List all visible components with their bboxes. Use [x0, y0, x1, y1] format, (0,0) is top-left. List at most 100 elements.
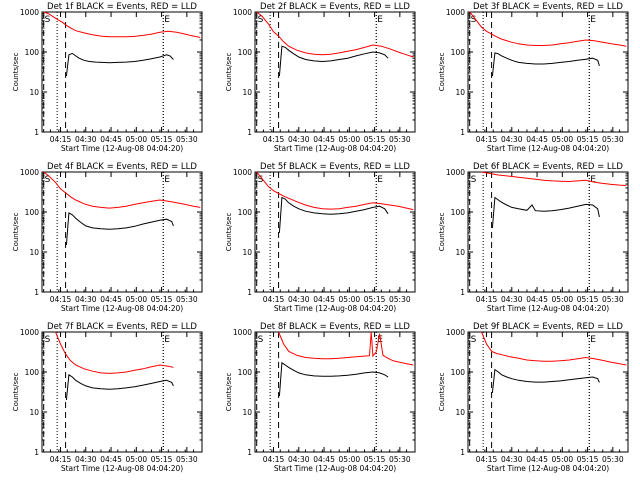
y-tick-label: 10	[242, 248, 252, 257]
x-axis-label: Start Time (12-Aug-08 04:04:20)	[61, 144, 183, 153]
events-series-line	[65, 52, 174, 77]
y-axis-label: Counts/sec	[225, 373, 233, 412]
lld-series-line	[481, 171, 627, 186]
events-series-line	[491, 52, 600, 77]
y-tick-label: 1	[34, 288, 39, 297]
y-tick-label: 100	[451, 48, 466, 57]
x-axis-label: Start Time (12-Aug-08 04:04:20)	[274, 464, 396, 473]
x-tick-label: 04:30	[501, 295, 523, 304]
x-tick-label: 04:15	[263, 455, 285, 464]
y-tick-label: 1000	[20, 328, 39, 337]
y-tick-label: 10	[455, 408, 465, 417]
y-tick-label: 1	[34, 128, 39, 137]
marker-label-S: S	[45, 335, 51, 345]
x-tick-label: 04:45	[313, 135, 335, 144]
y-tick-label: 100	[238, 208, 253, 217]
plot-title: Det 8f BLACK = Events, RED = LLD	[260, 322, 410, 332]
lld-series-line	[256, 171, 414, 211]
plot-title: Det 9f BLACK = Events, RED = LLD	[473, 322, 623, 332]
y-axis-label: Counts/sec	[12, 213, 20, 252]
x-tick-label: 04:30	[288, 135, 310, 144]
x-tick-label: 04:45	[526, 455, 548, 464]
marker-label-S: S	[45, 175, 51, 185]
x-tick-label: 05:30	[389, 135, 411, 144]
x-tick-label: 05:30	[602, 295, 624, 304]
x-tick-label: 04:30	[288, 455, 310, 464]
y-tick-label: 1	[247, 128, 252, 137]
y-tick-label: 100	[25, 368, 40, 377]
plot-title: Det 1f BLACK = Events, RED = LLD	[47, 2, 197, 12]
y-axis-label: Counts/sec	[12, 53, 20, 92]
marker-label-S: S	[45, 15, 51, 25]
y-tick-label: 10	[29, 408, 39, 417]
detector-panel-9: Det 9f BLACK = Events, RED = LLD 1 10 100 10…	[438, 322, 629, 473]
x-tick-label: 05:15	[364, 295, 386, 304]
x-tick-label: 04:15	[476, 295, 498, 304]
x-tick-label: 05:15	[364, 135, 386, 144]
detector-panel-6: Det 6f BLACK = Events, RED = LLD 1 10 100 10…	[438, 162, 629, 313]
events-series-line	[278, 361, 389, 397]
y-tick-label: 10	[242, 408, 252, 417]
plot-frame	[467, 11, 629, 133]
marker-label-E: E	[590, 175, 596, 185]
y-axis-label: Counts/sec	[225, 53, 233, 92]
detector-panel-7: Det 7f BLACK = Events, RED = LLD 1 10 100 10…	[12, 322, 203, 473]
x-tick-label: 04:30	[75, 455, 97, 464]
y-axis-label: Counts/sec	[438, 373, 446, 412]
x-tick-label: 05:00	[552, 295, 574, 304]
x-tick-label: 04:45	[100, 135, 122, 144]
x-tick-label: 04:30	[75, 295, 97, 304]
x-tick-label: 05:00	[126, 295, 148, 304]
plot-frame	[41, 11, 203, 133]
x-tick-label: 04:45	[313, 295, 335, 304]
detector-panel-2: Det 2f BLACK = Events, RED = LLD 1 10 100 10…	[225, 2, 416, 153]
x-tick-label: 05:15	[577, 455, 599, 464]
x-tick-label: 05:00	[339, 295, 361, 304]
y-tick-label: 1	[34, 448, 39, 457]
x-tick-label: 05:15	[151, 135, 173, 144]
x-tick-label: 04:15	[50, 295, 72, 304]
plot-title: Det 4f BLACK = Events, RED = LLD	[47, 162, 197, 172]
detector-panel-1: Det 1f BLACK = Events, RED = LLD 1 10 100 10…	[12, 2, 203, 153]
marker-label-E: E	[164, 335, 170, 345]
x-tick-label: 04:45	[100, 455, 122, 464]
marker-label-S: S	[471, 15, 477, 25]
plot-title: Det 2f BLACK = Events, RED = LLD	[260, 2, 410, 12]
y-tick-label: 100	[238, 368, 253, 377]
x-tick-label: 05:00	[339, 135, 361, 144]
x-tick-label: 05:30	[602, 455, 624, 464]
x-tick-label: 04:30	[288, 295, 310, 304]
plot-title: Det 6f BLACK = Events, RED = LLD	[473, 162, 623, 172]
x-tick-label: 05:00	[126, 455, 148, 464]
x-tick-label: 04:45	[526, 135, 548, 144]
x-tick-label: 05:15	[151, 455, 173, 464]
x-tick-label: 05:00	[552, 135, 574, 144]
x-tick-label: 05:15	[577, 135, 599, 144]
x-tick-label: 05:30	[176, 295, 198, 304]
x-axis-label: Start Time (12-Aug-08 04:04:20)	[487, 304, 609, 313]
detector-panel-4: Det 4f BLACK = Events, RED = LLD 1 10 100 10…	[12, 162, 203, 313]
x-tick-label: 04:30	[501, 455, 523, 464]
events-series-line	[491, 196, 600, 228]
marker-label-S: S	[471, 175, 477, 185]
y-tick-label: 10	[242, 88, 252, 97]
x-tick-label: 04:15	[263, 295, 285, 304]
y-axis-label: Counts/sec	[438, 213, 446, 252]
marker-label-E: E	[164, 15, 170, 25]
y-tick-label: 100	[238, 48, 253, 57]
plot-frame	[254, 11, 416, 133]
x-axis-label: Start Time (12-Aug-08 04:04:20)	[274, 144, 396, 153]
y-axis-label: Counts/sec	[12, 373, 20, 412]
marker-label-E: E	[377, 15, 383, 25]
plot-frame	[254, 171, 416, 293]
y-tick-label: 10	[455, 88, 465, 97]
marker-label-S: S	[258, 175, 264, 185]
y-tick-label: 100	[25, 208, 40, 217]
y-axis-label: Counts/sec	[225, 213, 233, 252]
detector-panel-5: Det 5f BLACK = Events, RED = LLD 1 10 100 10…	[225, 162, 416, 313]
x-tick-label: 04:15	[476, 455, 498, 464]
x-axis-label: Start Time (12-Aug-08 04:04:20)	[487, 144, 609, 153]
lld-series-line	[278, 331, 414, 366]
lld-series-line	[481, 331, 627, 366]
events-series-line	[65, 373, 174, 401]
